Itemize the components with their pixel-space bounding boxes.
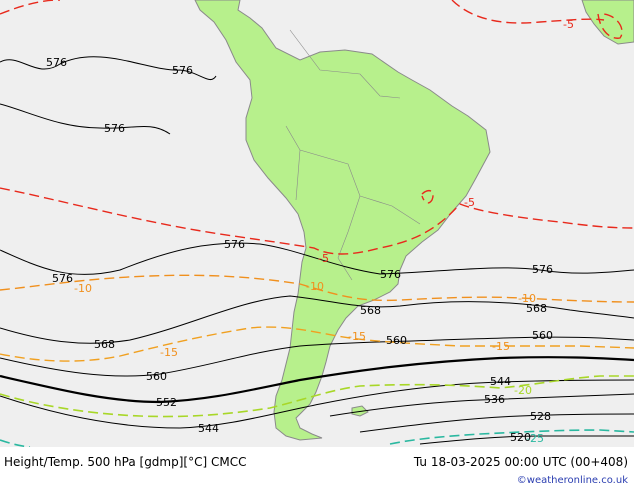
- credit-link[interactable]: ©weatheronline.co.uk: [516, 475, 628, 486]
- isotherm-minus5-blob: [421, 189, 434, 204]
- contour-528: [359, 413, 634, 433]
- temperature-label: -5: [318, 252, 329, 265]
- contour-568: [0, 295, 634, 344]
- isotherm-minus25: [0, 429, 634, 447]
- contour-560: [0, 336, 634, 377]
- temperature-label: -15: [160, 346, 178, 359]
- height-label: 568: [94, 338, 115, 351]
- isotherm-minus20: [0, 375, 634, 418]
- weather-map: 576 576 576 576 576 576 576 568 568 568 560 560 560 5…: [0, 0, 634, 447]
- isotherm-minus5-loop: [597, 13, 623, 39]
- contour-552: [0, 356, 634, 404]
- isotherm-minus5-north: [0, 0, 61, 15]
- height-label: 528: [530, 410, 551, 423]
- height-label: 536: [484, 393, 505, 406]
- temperature-label: -10: [74, 282, 92, 295]
- temperature-label: -10: [306, 280, 324, 293]
- country-borders: [285, 29, 421, 281]
- height-label: 560: [386, 334, 407, 347]
- height-label: 552: [156, 396, 177, 409]
- temperature-label: -25: [526, 432, 544, 445]
- height-label: 568: [526, 302, 547, 315]
- height-label: 576: [104, 122, 125, 135]
- height-label: 560: [532, 329, 553, 342]
- footer-bar: Height/Temp. 500 hPa [gdmp][°C] CMCC Tu …: [0, 447, 634, 490]
- temperature-label: -5: [464, 196, 475, 209]
- height-label: 520: [510, 431, 531, 444]
- contour-576: [0, 242, 634, 275]
- isotherm-minus10: [0, 274, 634, 303]
- contour-536: [329, 393, 634, 417]
- height-label: 560: [146, 370, 167, 383]
- temperature-label: -20: [514, 384, 532, 397]
- map-title: Height/Temp. 500 hPa [gdmp][°C] CMCC: [4, 455, 247, 469]
- temperature-label: -5: [563, 18, 574, 31]
- height-label: 576: [52, 272, 73, 285]
- valid-time: Tu 18-03-2025 00:00 UTC (00+408): [413, 455, 628, 469]
- contour-544: [0, 379, 634, 429]
- africa-landmass-corner: [581, 0, 634, 45]
- height-label: 576: [224, 238, 245, 251]
- height-label: 544: [490, 375, 511, 388]
- contour-576-loop: [0, 103, 171, 135]
- map-canvas: 576 576 576 576 576 576 576 568 568 568 560 560 560 5…: [0, 0, 634, 447]
- contour-520: [419, 435, 634, 445]
- temperature-label: -15: [348, 330, 366, 343]
- contour-576-north: [0, 56, 217, 81]
- height-label: 568: [360, 304, 381, 317]
- temperature-label: -15: [492, 340, 510, 353]
- height-label: 544: [198, 422, 219, 435]
- height-label: 576: [380, 268, 401, 281]
- south-america-landmass: [194, 0, 491, 441]
- height-label: 576: [46, 56, 67, 69]
- isotherm-minus5: [0, 187, 634, 255]
- height-label: 576: [172, 64, 193, 77]
- temperature-label: -10: [518, 292, 536, 305]
- isotherm-minus15: [0, 326, 634, 362]
- height-label: 576: [532, 263, 553, 276]
- isotherm-minus5-ne: [451, 0, 605, 24]
